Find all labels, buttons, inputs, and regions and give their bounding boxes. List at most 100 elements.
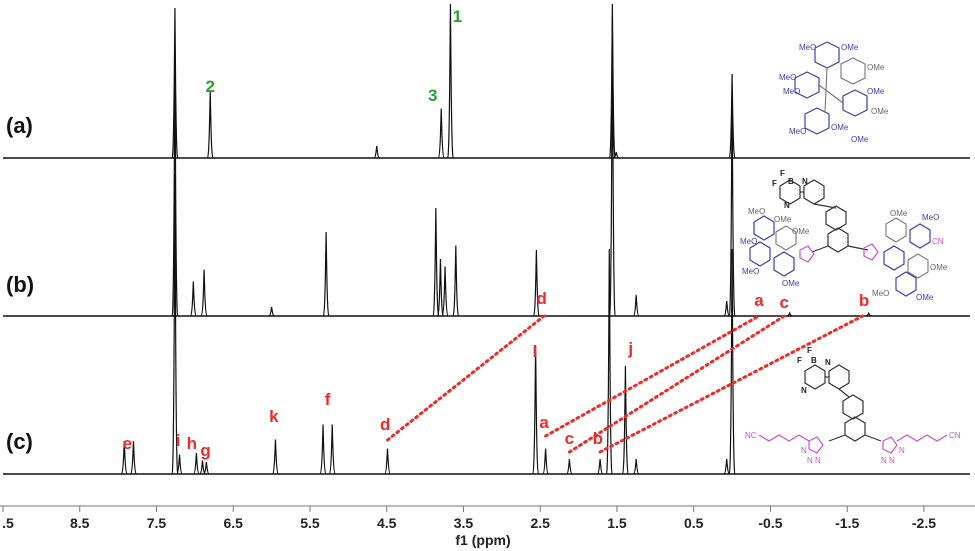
panel-label-b: (b) xyxy=(6,272,34,297)
x-axis: .5 8.5 7.5 6.5 5.5 4.5 3.5 2.5 1.5 0.5 -0.5 -1.5 -2.… xyxy=(0,505,975,548)
spectrum-peak xyxy=(633,458,640,475)
spectrum-peak xyxy=(206,90,214,159)
spectrum-peak xyxy=(542,448,549,475)
correlation-line xyxy=(385,314,546,442)
mol-a-label-1: MeO xyxy=(799,43,816,52)
peak-label-j: j xyxy=(627,339,633,358)
mol-c-label-f2: F xyxy=(797,356,802,365)
spectrum-1 xyxy=(3,15,970,317)
peak-label-e: e xyxy=(123,434,132,453)
peak-label-i: i xyxy=(176,431,181,450)
mol-c-label-nc: NC xyxy=(745,431,757,440)
x-tick-label: 6.5 xyxy=(224,515,244,531)
correlation-line xyxy=(598,314,865,454)
x-tick-label: -0.5 xyxy=(758,515,782,531)
peak-label-c: c xyxy=(780,293,789,312)
mol-a-label-5: MeO xyxy=(783,87,800,96)
spectrum-peak xyxy=(786,311,793,317)
mol-a-label-6: OMe xyxy=(867,87,885,96)
peak-label-k: k xyxy=(269,407,279,426)
mol-c-label-n1: N xyxy=(825,358,831,367)
mol-b-label-f1: F xyxy=(780,169,785,178)
mol-b-label-8: OMe xyxy=(792,227,810,236)
mol-c-label-n7: N xyxy=(889,456,895,465)
mol-b-label-10: MeO xyxy=(742,267,759,276)
structure-b-complex: F F B N N MeO OMe OMe MeO MeO OMe CN OMe… xyxy=(740,169,948,302)
spectrum-peak xyxy=(447,3,454,159)
mol-a-label-7: OMe xyxy=(871,107,889,116)
mol-c-label-cn: CN xyxy=(949,431,961,440)
peak-label-g: g xyxy=(200,441,210,460)
spectrum-peak xyxy=(171,173,179,475)
mol-c-label-f1: F xyxy=(807,346,812,355)
spectrum-peak xyxy=(605,248,613,475)
panel-label-c: (c) xyxy=(6,429,33,454)
spectrum-peak xyxy=(437,258,444,317)
spectrum-peak xyxy=(633,294,640,317)
spectrum-peak xyxy=(171,45,179,317)
x-tick-label: 7.5 xyxy=(147,515,167,531)
mol-b-label-14: MeO xyxy=(922,213,939,222)
spectrum-traces xyxy=(3,3,970,475)
peak-label-1: 1 xyxy=(453,7,462,26)
spectrum-peak xyxy=(189,281,197,317)
mol-a-label-4: OMe xyxy=(867,63,885,72)
peak-label-d: d xyxy=(380,415,390,434)
x-tick-label: 0.5 xyxy=(684,515,704,531)
spectrum-peak xyxy=(613,151,620,159)
x-tick-label: -1.5 xyxy=(835,515,859,531)
spectrum-peak xyxy=(384,448,391,475)
peak-label-f: f xyxy=(325,390,331,409)
x-tick-label: 3.5 xyxy=(454,515,474,531)
mol-b-label-9: MeO xyxy=(740,237,757,246)
mol-a-label-3: OMe xyxy=(841,43,859,52)
spectrum-peak xyxy=(432,207,440,317)
structure-a-pillararene: MeO MeO OMe OMe MeO OMe OMe MeO OMe OMe xyxy=(779,41,889,144)
mol-c-label-n5: N xyxy=(801,446,807,455)
spectrum-peak xyxy=(597,458,604,475)
mol-c-label-n3: N xyxy=(807,456,813,465)
spectrum-0 xyxy=(3,3,970,159)
correlation-line xyxy=(544,314,761,438)
peak-label-b: b xyxy=(859,291,869,310)
spectrum-peak xyxy=(728,73,736,159)
mol-a-label-2: MeO xyxy=(779,73,796,82)
x-axis-title: f1 (ppm) xyxy=(455,532,510,548)
peak-label-d: d xyxy=(537,289,547,308)
x-tick-label: 8.5 xyxy=(70,515,90,531)
spectrum-peak xyxy=(176,454,183,475)
mol-b-label-cn: CN xyxy=(932,237,944,246)
spectrum-peak xyxy=(728,248,736,475)
peak-label-3: 3 xyxy=(428,86,437,105)
mol-b-label-n2: N xyxy=(784,201,790,210)
spectrum-peak xyxy=(171,7,179,159)
spectrum-2 xyxy=(3,173,970,475)
spectrum-peak xyxy=(723,300,730,317)
x-tick-label: 4.5 xyxy=(377,515,397,531)
mol-a-label-8: MeO xyxy=(789,127,806,136)
panel-label-a: (a) xyxy=(6,113,33,138)
peak-label-2: 2 xyxy=(205,77,214,96)
spectrum-peak xyxy=(328,424,336,475)
spectrum-peak xyxy=(200,269,208,317)
spectrum-peak xyxy=(566,458,573,475)
spectrum-peak xyxy=(193,452,200,475)
spectrum-peak xyxy=(865,311,872,317)
spectrum-peak xyxy=(728,90,736,317)
x-tick-label: .5 xyxy=(2,515,14,531)
mol-c-label-b: B xyxy=(811,356,817,365)
spectrum-peak xyxy=(622,365,629,475)
spectrum-peak xyxy=(203,461,210,475)
spectrum-peak xyxy=(130,440,137,475)
spectrum-peak xyxy=(268,306,275,317)
mol-c-label-n8: N xyxy=(899,446,905,455)
correlation-lines xyxy=(385,314,865,454)
peak-label-h: h xyxy=(187,434,197,453)
mol-a-label-10: OMe xyxy=(851,135,869,144)
peak-label-b: b xyxy=(593,429,603,448)
x-tick-label: 5.5 xyxy=(300,515,320,531)
spectrum-peak xyxy=(609,15,616,317)
mol-b-label-15: OMe xyxy=(930,263,948,272)
mol-c-label-n4: N xyxy=(815,456,821,465)
